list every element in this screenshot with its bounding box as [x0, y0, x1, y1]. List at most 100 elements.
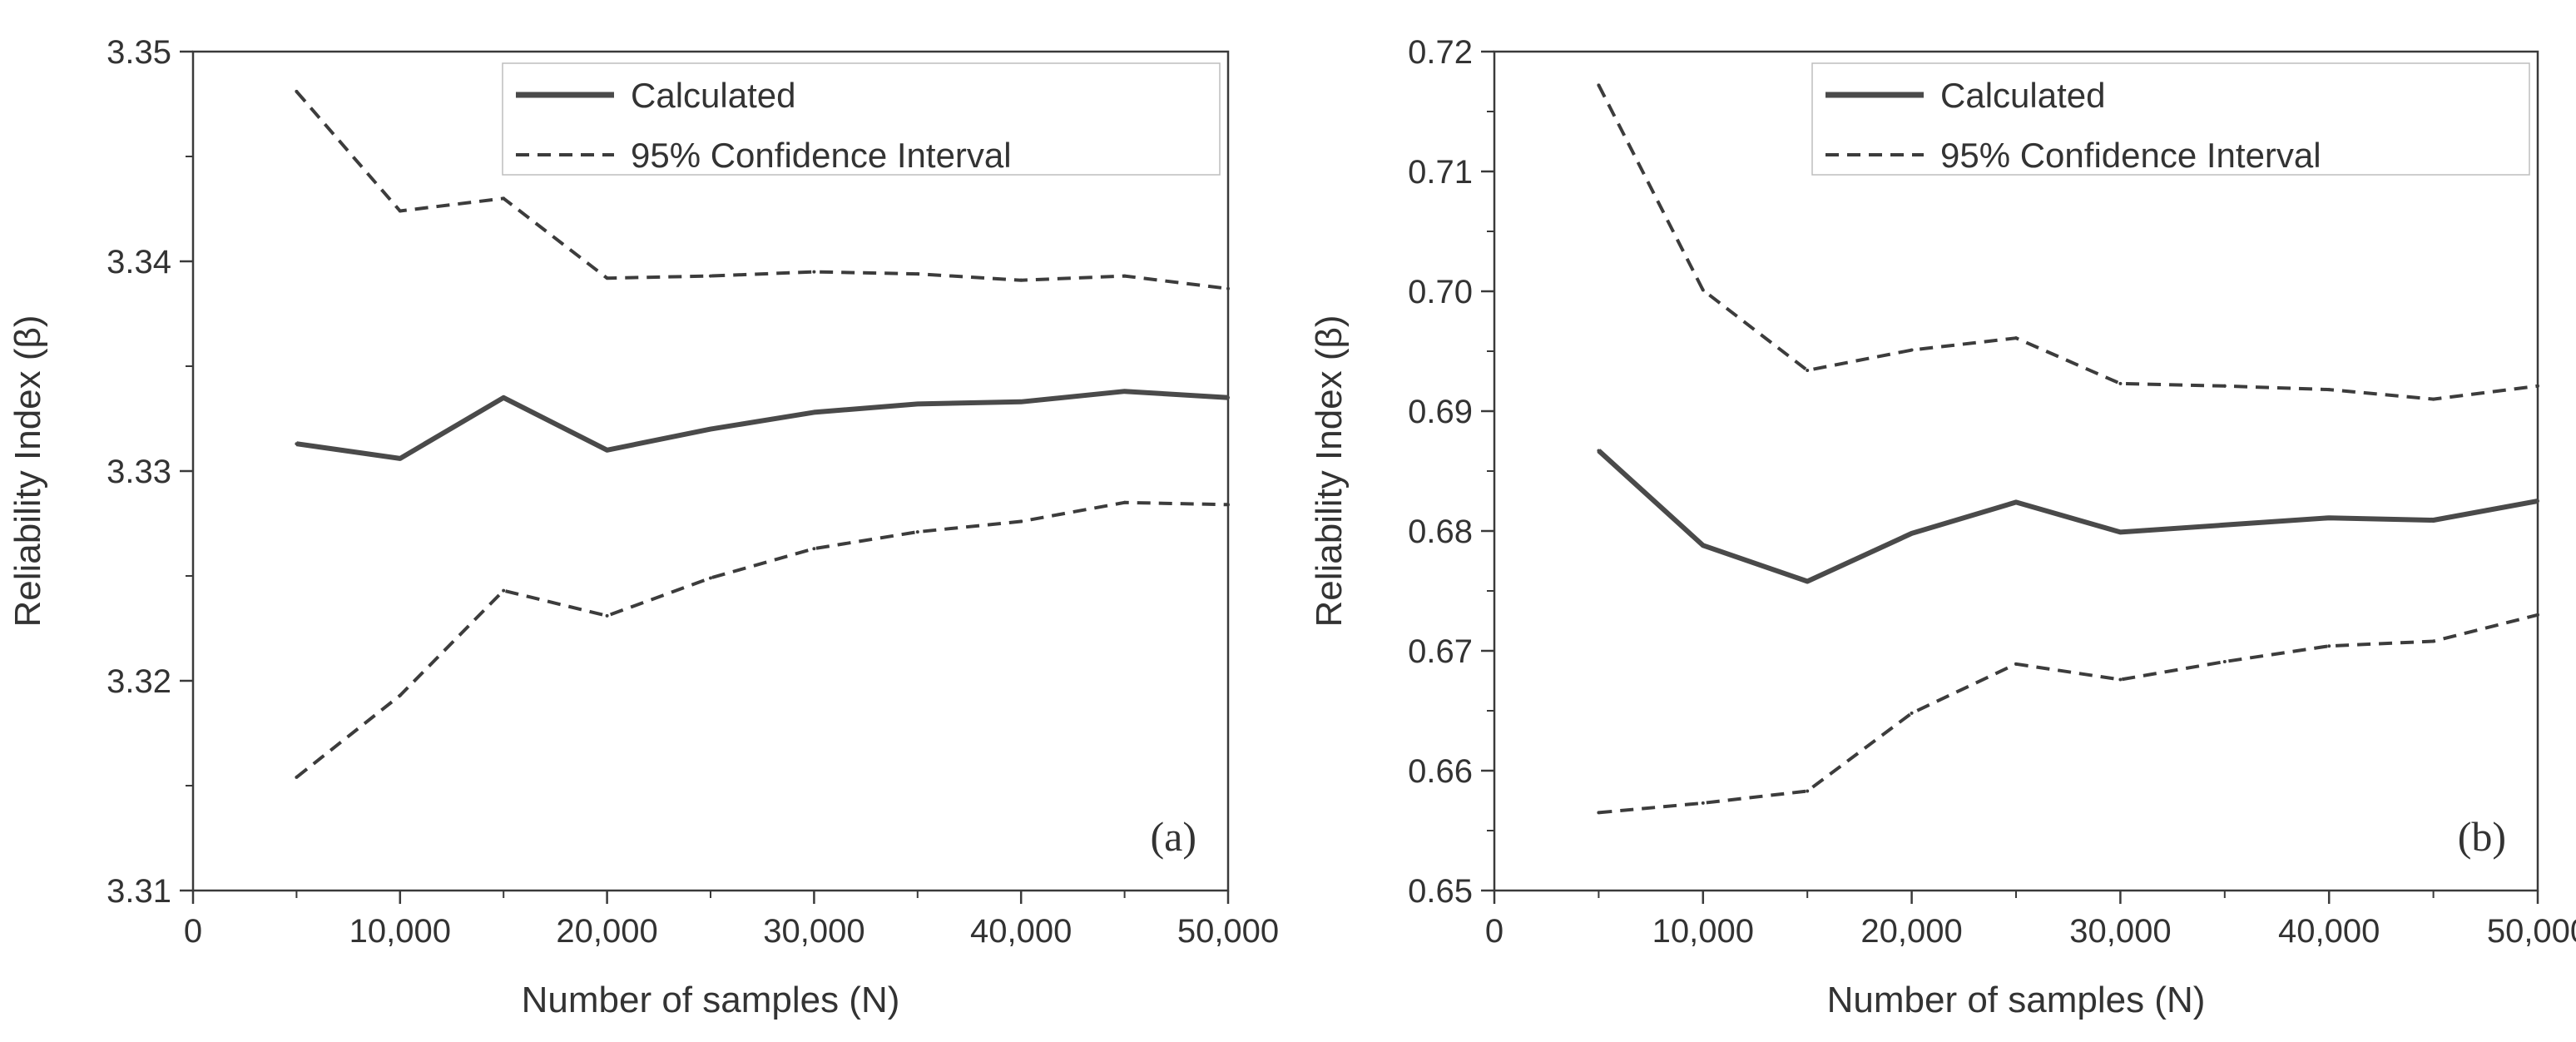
plot-area-frame [191, 50, 1230, 892]
data-point [2222, 384, 2227, 388]
x-tick-label: 30,000 [763, 913, 864, 950]
plot-area-frame [1493, 50, 2539, 892]
legend-box [1811, 62, 2530, 176]
upper-confidence-line [1597, 84, 2539, 401]
data-point [1226, 286, 1230, 290]
data-point [1806, 789, 1810, 793]
data-point [398, 209, 402, 213]
data-point [502, 395, 506, 399]
data-point [2118, 530, 2123, 534]
data-point [1122, 500, 1127, 504]
data-point [1701, 543, 1705, 548]
y-tick-label: 3.32 [107, 663, 171, 700]
data-point [2118, 381, 2123, 385]
data-point [1019, 399, 1023, 404]
data-point [915, 530, 919, 534]
data-point [1701, 288, 1705, 292]
x-tick-label: 10,000 [349, 913, 451, 950]
data-point [1597, 449, 1601, 453]
x-tick-label: 20,000 [556, 913, 657, 950]
y-axis-title: Reliability Index (β) [7, 315, 48, 628]
y-tick-label: 0.66 [1408, 753, 1473, 790]
data-point [2014, 336, 2018, 340]
x-tick-label: 0 [184, 913, 202, 950]
upper-confidence-line [295, 90, 1229, 290]
data-point [1910, 348, 1914, 352]
legend: Calculated 95% Confidence Interval [502, 62, 1221, 176]
panel-label: (a) [1151, 813, 1197, 860]
chart-panel-a: 0 10,000 20,000 30,000 40,000 50,000 3.31 3.32 3… [7, 34, 1279, 1020]
chart-panel-b: 0 10,000 20,000 30,000 40,000 50,000 0.65 0.66 0… [1309, 34, 2576, 1020]
data-point [1910, 711, 1914, 715]
data-point [398, 456, 402, 460]
x-tick-label: 10,000 [1652, 913, 1754, 950]
y-tick-label: 0.71 [1408, 154, 1473, 191]
data-point [2536, 384, 2539, 388]
data-point [605, 448, 609, 452]
x-tick-label: 20,000 [1860, 913, 1962, 950]
data-point [2327, 388, 2331, 392]
x-tick-label: 30,000 [2069, 913, 2171, 950]
x-tick-label: 40,000 [970, 913, 1072, 950]
data-point [502, 196, 506, 201]
data-point [1806, 369, 1810, 373]
data-point [2014, 662, 2018, 666]
y-tick-label: 0.65 [1408, 873, 1473, 910]
data-point [812, 270, 816, 274]
x-tick-label: 50,000 [1177, 913, 1279, 950]
data-point [2431, 519, 2435, 523]
x-tick-label: 0 [1485, 913, 1503, 950]
data-point [2222, 659, 2227, 663]
y-tick-label: 3.34 [107, 244, 171, 280]
x-axis-title: Number of samples (N) [1827, 980, 2206, 1020]
y-tick-label: 0.70 [1408, 274, 1473, 310]
data-point [1122, 274, 1127, 278]
data-point [1226, 395, 1230, 399]
data-point [915, 272, 919, 276]
data-point [1226, 503, 1230, 507]
data-point [1019, 519, 1023, 523]
x-axis-title: Number of samples (N) [522, 980, 900, 1020]
data-point [2327, 516, 2331, 520]
data-point [812, 547, 816, 551]
data-point [2536, 499, 2539, 503]
data-point [2536, 613, 2539, 617]
lower-confidence-line [1598, 613, 2539, 815]
data-point [1701, 801, 1705, 805]
legend-label: Calculated [631, 76, 795, 115]
legend-label: Calculated [1940, 76, 2105, 115]
y-tick-label: 0.68 [1408, 514, 1473, 550]
legend-box [502, 62, 1221, 176]
data-point [2014, 500, 2018, 504]
data-point [2222, 523, 2227, 527]
data-point [709, 576, 712, 580]
y-tick-label: 0.72 [1408, 34, 1473, 71]
data-point [1910, 531, 1914, 535]
data-point [812, 410, 816, 414]
data-point [2431, 639, 2435, 643]
data-point [709, 427, 712, 431]
lower-confidence-line [295, 500, 1229, 779]
y-tick-label: 0.67 [1408, 633, 1473, 670]
x-tick-label: 40,000 [2278, 913, 2380, 950]
panel-label: (b) [2458, 813, 2506, 860]
calculated-line [1597, 449, 2539, 584]
data-point [605, 613, 609, 618]
data-point [502, 588, 506, 593]
y-tick-label: 3.31 [107, 873, 171, 910]
calculated-line [295, 389, 1229, 461]
y-tick-label: 0.69 [1408, 394, 1473, 430]
data-point [398, 693, 402, 697]
data-point [915, 402, 919, 406]
legend-label: 95% Confidence Interval [1940, 136, 2321, 175]
data-point [1597, 811, 1601, 815]
data-point [295, 775, 299, 779]
legend-label: 95% Confidence Interval [631, 136, 1012, 175]
data-point [1019, 278, 1023, 282]
data-point [1597, 83, 1601, 87]
legend: Calculated 95% Confidence Interval [1811, 62, 2530, 176]
data-point [295, 89, 299, 93]
data-point [295, 442, 299, 446]
data-point [1122, 390, 1127, 394]
